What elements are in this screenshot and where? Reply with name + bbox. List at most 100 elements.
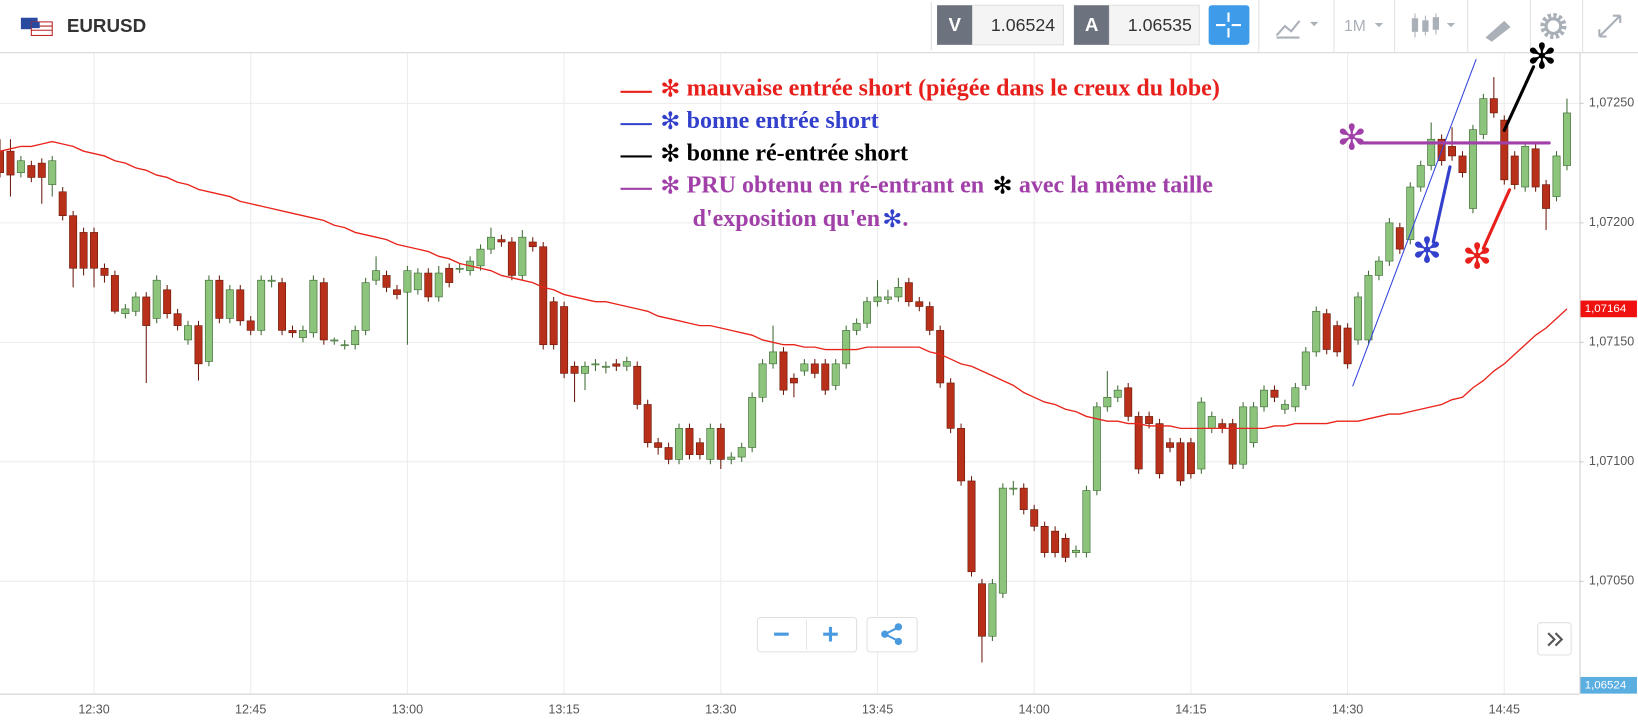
candle-body [1176,442,1185,482]
note-text: d'exposition qu'en [693,206,881,232]
y-tick-label: 1,07150 [1589,335,1634,349]
ask-field [1108,4,1200,46]
candle-body [1061,537,1070,558]
candle-body [1510,155,1519,185]
x-tick-label: 13:15 [548,703,579,717]
moving-average [0,140,1568,430]
candle-body [1040,526,1049,553]
candle-body [539,246,548,346]
candle-body [1562,112,1571,166]
candle-body [142,296,151,326]
candle-body [1301,351,1310,386]
chart-type-button[interactable] [1275,20,1319,39]
candle-body [779,351,788,391]
candle-style-button[interactable] [1411,13,1456,38]
zoom-controls [756,616,858,653]
candle-body [643,404,652,444]
candle-body [434,272,443,298]
crosshair-button[interactable] [1208,5,1250,45]
ask-button[interactable] [1073,5,1110,45]
candle-body [361,282,370,331]
candle-body [372,270,381,281]
candle-body [810,363,819,374]
bid-label: V [949,14,962,35]
candle-body [581,365,589,374]
candle-body [1072,549,1080,553]
candle-body [727,456,736,460]
y-tick-label: 1,07100 [1589,454,1634,468]
note: d'exposition qu'en✻. [693,205,909,233]
scroll-right-button[interactable] [1537,622,1572,656]
timeframe-button[interactable]: 1M [1344,18,1366,35]
candle-body [487,236,495,250]
candle-body [737,447,746,458]
candle-body [1030,509,1039,527]
candle-body [1218,423,1227,429]
candle-body [246,320,255,331]
annotation-drawings [1352,58,1551,387]
candle-body [654,442,663,448]
candle-body [1406,186,1415,240]
bad-entry-pointer [1481,188,1512,250]
candle-body [1374,260,1383,276]
settings-button[interactable] [1540,13,1567,40]
candle-body [100,267,109,276]
candle-body [1092,406,1101,491]
x-tick-label: 13:30 [705,703,736,717]
candle-body [1134,416,1143,470]
note: ✻ PRU obtenu en ré-entrant en ✻ avec la mêm… [660,172,1213,200]
candle-body [131,296,140,312]
ask-price: 1.06535 [1128,15,1192,35]
candle-body [58,191,67,217]
candle-body [424,272,433,298]
candle-body [1228,423,1237,465]
candle-body [601,365,610,368]
candle-body [831,363,840,386]
x-tick-label: 13:00 [392,703,423,717]
candle-body [382,275,391,288]
candle-body [852,322,861,331]
candle-body [967,480,976,573]
plot-area [0,77,1571,663]
candle-body [936,330,945,384]
note-text: . [902,206,908,232]
ask-label: A [1085,14,1099,35]
candle-body [1145,416,1154,424]
candle-body [330,339,339,342]
share-button[interactable] [866,616,918,653]
bid-button[interactable] [937,5,973,45]
candle-body [560,306,569,374]
candle-body [769,351,778,365]
candle-body [225,289,234,319]
candle-body [716,428,725,460]
notes [620,90,652,190]
candle-body [69,215,78,269]
candle-body [1197,401,1206,470]
note-marker: ✻ [660,139,680,167]
candle-body [758,363,767,398]
bid-price: 1.06524 [991,15,1055,35]
zoom-in-button[interactable] [823,626,838,642]
candle-body [340,344,349,347]
candle-body [121,308,130,314]
reentry-marker: ✻ [1527,36,1557,77]
candle-body [1186,442,1195,475]
candle-body [1500,119,1509,181]
candle-body [1155,423,1164,475]
candle-body [1479,98,1488,135]
candle-body [278,282,287,331]
candle-body [1280,404,1289,410]
price-tag-label: 1,06524 [1585,679,1627,691]
x-tick-label: 14:15 [1175,703,1206,717]
y-tick-label: 1,07250 [1589,96,1634,110]
candle-body [1542,184,1551,209]
flag-icon [20,17,53,36]
fullscreen-button[interactable] [1598,14,1622,38]
candle-body [842,330,851,365]
note: ✻ bonne ré-entrée short [660,139,908,167]
candle-body [6,150,15,176]
candle-body [800,363,809,372]
draw-tool-button[interactable] [1485,20,1515,42]
candle-body [257,279,266,331]
candle-body [528,241,537,248]
